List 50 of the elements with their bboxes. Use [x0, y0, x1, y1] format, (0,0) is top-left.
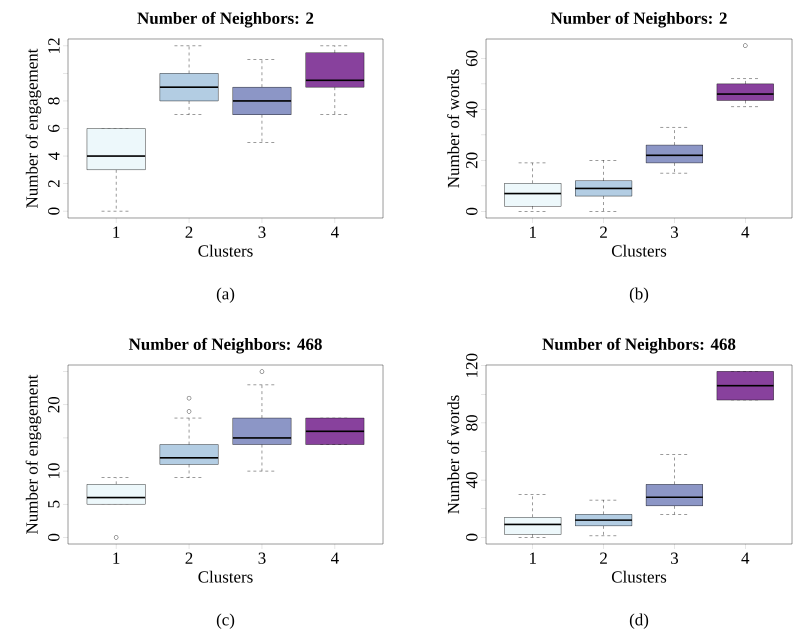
y-tick-label: 8 — [48, 97, 60, 105]
x-axis-title: Clusters — [612, 244, 666, 257]
y-axis-title: Number of words — [447, 69, 460, 188]
y-tick-label: 40 — [466, 472, 478, 488]
x-tick-label: 3 — [258, 552, 266, 564]
chart-title: Number of Neighbors: 2 — [137, 12, 314, 28]
y-tick-label: 60 — [466, 50, 478, 66]
x-tick-label: 3 — [671, 552, 678, 564]
y-tick-label: 0 — [466, 208, 478, 215]
x-tick-label: 4 — [741, 226, 750, 238]
text: (d) — [630, 614, 648, 629]
y-tick-label: 80 — [466, 415, 478, 431]
x-tick-label: 4 — [741, 552, 750, 564]
y-tick-label: 12 — [48, 38, 60, 53]
x-axis-title: Clusters — [612, 570, 666, 583]
text: (c) — [216, 614, 234, 629]
y-tick-label: 4 — [48, 152, 60, 160]
y-tick-label: 5 — [48, 500, 60, 508]
x-axis-title: Clusters — [198, 570, 253, 583]
y-tick-label: 20 — [466, 152, 478, 168]
x-tick-label: 3 — [671, 226, 678, 238]
y-tick-label: 40 — [466, 102, 478, 118]
y-tick-label: 120 — [466, 354, 478, 377]
chart-title: Number of Neighbors: 468 — [542, 338, 736, 354]
chart-title: Number of Neighbors: 2 — [550, 12, 727, 28]
y-tick-label: 20 — [48, 396, 60, 412]
y-axis-title: Number of engagement — [26, 374, 42, 534]
x-tick-label: 2 — [600, 552, 607, 564]
x-axis-title: Clusters — [198, 244, 253, 257]
x-tick-label: 1 — [113, 226, 120, 238]
text: (b) — [630, 288, 648, 303]
chart-title: Number of Neighbors: 468 — [128, 338, 322, 354]
x-tick-label: 4 — [330, 226, 339, 238]
y-tick-label: 6 — [48, 124, 60, 132]
y-tick-label: 0 — [48, 534, 60, 541]
y-tick-label: 0 — [48, 208, 60, 215]
y-tick-label: 10 — [48, 463, 60, 478]
x-tick-label: 2 — [186, 226, 192, 238]
x-tick-label: 2 — [600, 226, 607, 238]
x-tick-label: 1 — [530, 552, 536, 564]
x-tick-label: 2 — [186, 552, 192, 564]
x-tick-label: 3 — [258, 226, 266, 238]
x-tick-label: 1 — [113, 552, 120, 564]
x-tick-label: 4 — [330, 552, 339, 564]
y-axis-title: Number of engagement — [26, 48, 42, 208]
text: (a) — [216, 288, 234, 303]
y-axis-title: Number of words — [447, 395, 460, 514]
y-tick-label: 2 — [48, 180, 60, 188]
x-tick-label: 1 — [530, 226, 536, 238]
y-tick-label: 0 — [466, 534, 478, 541]
